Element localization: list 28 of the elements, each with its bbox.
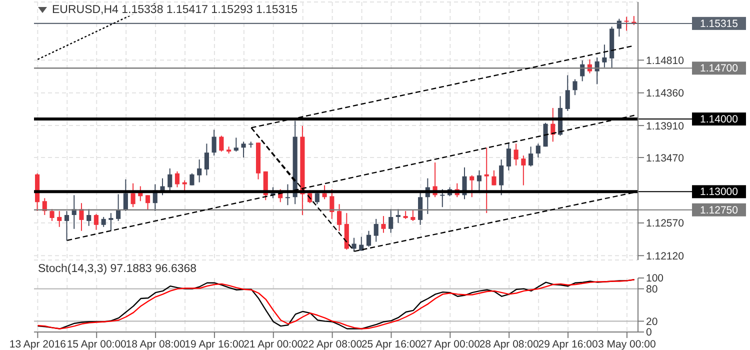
x-tick-label: 18 Apr 08:00: [126, 338, 186, 350]
ref-line-label: 1.14700: [700, 62, 738, 75]
x-tick-label: 21 Apr 00:00: [244, 338, 304, 350]
ref-line-label: 1.13000: [700, 186, 738, 198]
y-tick-label: 1.14360: [646, 88, 684, 100]
x-tick-label: 22 Apr 08:00: [302, 338, 362, 350]
y-tick-label: 80: [646, 284, 658, 296]
y-tick-label: 20: [646, 316, 658, 328]
x-tick-label: 19 Apr 16:00: [184, 338, 244, 350]
x-tick-label: 25 Apr 16:00: [361, 338, 422, 350]
ref-line-label: 1.14000: [700, 114, 738, 126]
x-tick-label: 3 May 00:00: [598, 338, 656, 350]
x-tick-label: 28 Apr 08:00: [479, 338, 540, 350]
x-tick-label: 27 Apr 00:00: [420, 338, 480, 350]
y-tick-label: 0: [646, 326, 652, 339]
ref-line-label: 1.12750: [700, 204, 738, 216]
x-tick-label: 15 Apr 00:00: [66, 338, 127, 350]
x-tick-label: 13 Apr 2016: [9, 338, 66, 350]
y-tick-label: 1.12570: [646, 218, 684, 230]
y-tick-label: 1.13470: [646, 152, 684, 164]
y-tick-label: 1.12120: [646, 250, 684, 262]
x-tick-label: 29 Apr 16:00: [538, 338, 598, 350]
ref-line-label: 1.15315: [700, 18, 738, 30]
chart-title: EURUSD,H4 1.15338 1.15417 1.15293 1.15315: [52, 4, 298, 16]
y-tick-label: 1.14810: [646, 54, 684, 67]
y-tick-label: 1.13910: [646, 120, 684, 132]
chart-title: Stoch(14,3,3) 97.1883 96.6368: [38, 263, 197, 275]
y-tick-label: 100: [646, 272, 664, 285]
